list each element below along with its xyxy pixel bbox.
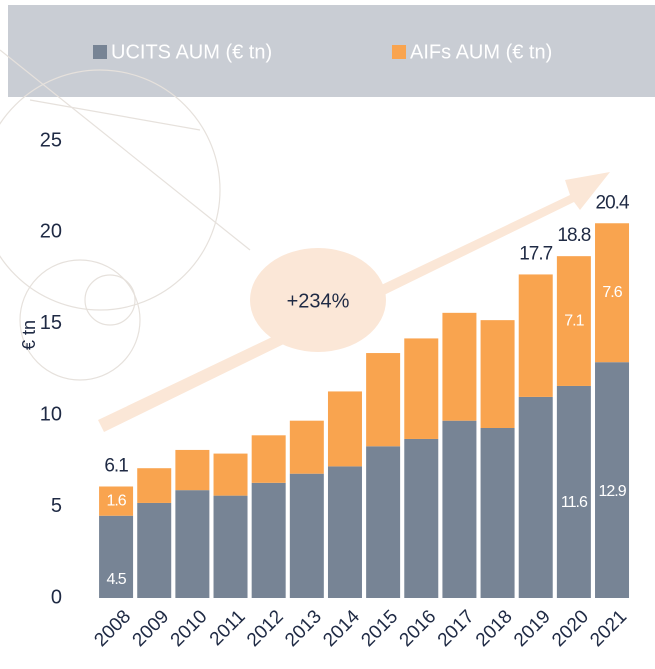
value-label: 1.6 xyxy=(106,492,126,509)
y-tick-label: 10 xyxy=(40,403,62,425)
y-tick-label: 5 xyxy=(51,495,62,517)
legend-swatch xyxy=(93,45,107,59)
bar-segment xyxy=(289,420,324,474)
annotation: +234% xyxy=(287,290,350,312)
bar-segment xyxy=(213,453,248,496)
bar-segment xyxy=(518,274,553,397)
bar-segment xyxy=(480,427,515,598)
total-label: 17.7 xyxy=(519,243,552,264)
x-tick-label: 2016 xyxy=(396,606,441,651)
bar-segment xyxy=(518,396,553,598)
value-label: 7.6 xyxy=(602,284,622,301)
x-tick-label: 2019 xyxy=(510,606,555,651)
x-tick-label: 2011 xyxy=(206,606,250,650)
bar-segment xyxy=(404,438,439,598)
x-tick-label: 2015 xyxy=(357,606,402,651)
total-label: 18.8 xyxy=(557,225,590,246)
value-label: 12.9 xyxy=(598,483,626,500)
bar-segment xyxy=(251,482,286,598)
y-tick-label: 20 xyxy=(40,221,62,243)
x-tick-label: 2017 xyxy=(434,606,479,651)
bar-segment xyxy=(327,466,362,598)
total-label: 20.4 xyxy=(596,192,630,213)
legend-swatch xyxy=(392,45,406,59)
bar-segment xyxy=(137,502,172,598)
bar-segment xyxy=(99,486,134,516)
value-label: 7.1 xyxy=(564,312,584,329)
x-tick-label: 2008 xyxy=(90,606,135,651)
bar-segment xyxy=(442,312,477,421)
x-tick-label: 2009 xyxy=(129,606,174,651)
x-tick-label: 2018 xyxy=(472,606,517,651)
bar-segment xyxy=(366,446,401,598)
value-label: 4.5 xyxy=(106,571,126,588)
legend-label: AIFs AUM (€ tn) xyxy=(410,41,552,63)
bar-segment xyxy=(556,256,591,386)
background-decoration xyxy=(0,49,251,381)
x-tick-label: 2020 xyxy=(548,606,593,651)
bar-segment xyxy=(366,353,401,447)
y-tick-label: 0 xyxy=(51,586,62,608)
x-tick-label: 2013 xyxy=(281,606,326,651)
bar-segment xyxy=(404,338,439,439)
x-tick-label: 2012 xyxy=(243,606,288,651)
y-axis-label: € tn xyxy=(19,320,39,350)
bar-segment xyxy=(595,223,630,363)
legend-label: UCITS AUM (€ tn) xyxy=(111,41,272,63)
bar-segment xyxy=(99,515,134,598)
bar-segment xyxy=(137,468,172,503)
bar-segment xyxy=(175,490,210,598)
bar-segment xyxy=(595,362,630,598)
bar-segment xyxy=(480,320,515,428)
value-label: 11.6 xyxy=(561,494,588,511)
bar-segment xyxy=(442,420,477,598)
x-tick-label: 2014 xyxy=(319,606,364,651)
x-tick-label: 2010 xyxy=(167,606,212,651)
bar-segment xyxy=(213,495,248,598)
bar-segment xyxy=(175,449,210,491)
y-tick-label: 15 xyxy=(40,312,62,334)
legend-band xyxy=(8,5,655,97)
bar-segment xyxy=(556,385,591,598)
bar-segment xyxy=(327,391,362,467)
y-tick-label: 25 xyxy=(40,129,62,151)
x-tick-label: 2021 xyxy=(586,606,631,651)
bar-segment xyxy=(289,473,324,598)
bar-segment xyxy=(251,435,286,483)
total-label: 6.1 xyxy=(104,456,128,477)
annotation-bubble xyxy=(250,248,386,352)
